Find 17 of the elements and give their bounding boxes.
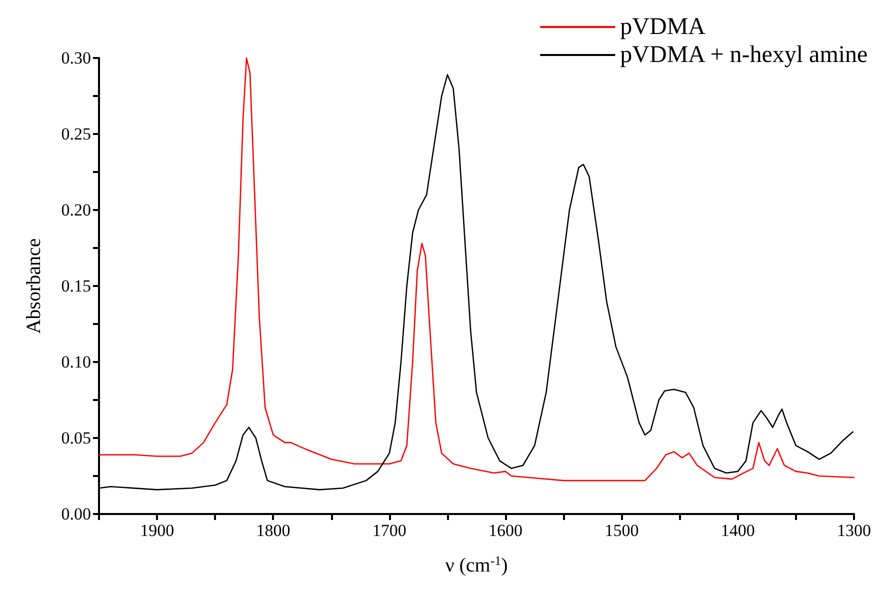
- y-tick-label: 0.05: [61, 428, 91, 448]
- y-tick-label: 0.25: [61, 124, 91, 144]
- x-tick-label: 1500: [604, 521, 639, 540]
- y-tick-label: 0.20: [61, 200, 91, 220]
- x-tick-label: 1800: [256, 521, 290, 540]
- x-tick-label: 1600: [488, 521, 523, 540]
- y-axis-title: Absorbance: [23, 238, 45, 334]
- y-tick-label: 0.15: [61, 276, 91, 296]
- x-tick-label: 1300: [837, 521, 871, 540]
- legend-label: pVDMA + n-hexyl amine: [620, 42, 868, 68]
- x-tick-label: 1700: [372, 521, 406, 540]
- y-tick-label: 0.00: [61, 504, 91, 524]
- x-tick-label: 1900: [140, 521, 174, 540]
- y-tick-label: 0.30: [61, 48, 91, 68]
- x-tick-label: 1400: [720, 521, 755, 540]
- legend-label: pVDMA: [620, 14, 706, 40]
- y-tick-label: 0.10: [61, 352, 91, 372]
